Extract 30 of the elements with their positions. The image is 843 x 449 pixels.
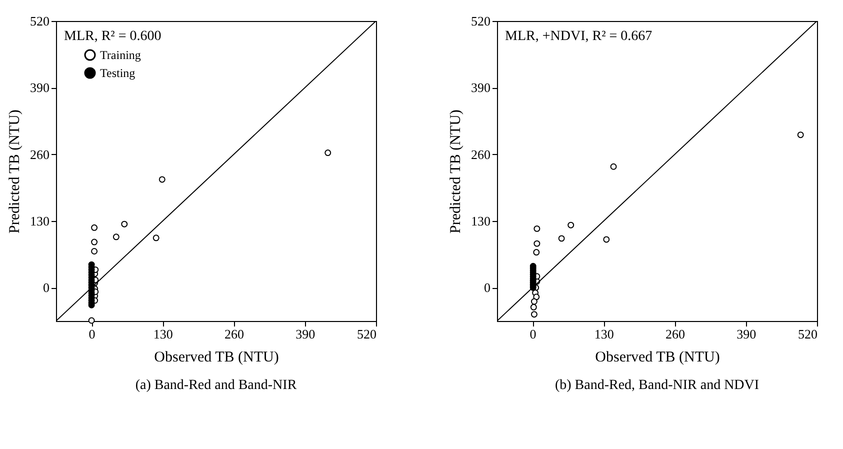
text: (b) Band-Red, Band-NIR and NDVI (554, 378, 760, 393)
x-tick-label: 520 (357, 326, 376, 342)
x-tick-label: 130 (153, 326, 173, 342)
x-tick-label: 520 (798, 326, 818, 342)
legend-label: Training (100, 48, 141, 62)
y-tick-label: 390 (471, 80, 490, 96)
annotation: MLR, +NDVI, R² = 0.667 (505, 29, 652, 44)
x-tick-label: 260 (666, 326, 686, 342)
text: (a) Band-Red and Band-NIR (135, 378, 298, 393)
y-tick-label: 390 (30, 80, 50, 96)
x-tick-label: 260 (224, 326, 244, 342)
y-tick-label: 130 (30, 214, 50, 228)
y-tick-label: 0 (43, 280, 50, 296)
y-tick-label: 0 (484, 280, 490, 296)
x-tick-label: 0 (88, 326, 96, 342)
y-tick-label: 520 (30, 14, 50, 28)
x-axis-title: Observed TB (NTU) (595, 350, 720, 366)
y-axis-title: Predicted TB (NTU) (448, 110, 464, 234)
x-tick-label: 0 (530, 326, 536, 342)
y-axis-title: Predicted TB (NTU) (7, 110, 23, 234)
legend-label: Testing (100, 66, 136, 80)
x-tick-label: 390 (296, 326, 316, 342)
y-tick-label: 260 (471, 146, 490, 162)
x-axis-title: Observed TB (NTU) (154, 350, 279, 366)
x-tick-label: 130 (594, 326, 614, 342)
y-tick-label: 130 (471, 214, 490, 228)
x-tick-label: 390 (736, 326, 756, 342)
annotation: MLR, R² = 0.600 (64, 29, 162, 44)
y-tick-label: 520 (471, 14, 490, 28)
y-tick-label: 260 (30, 146, 50, 162)
